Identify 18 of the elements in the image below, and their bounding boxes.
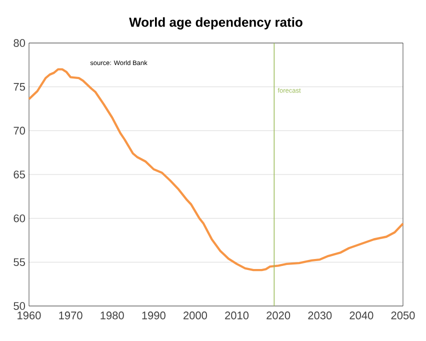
y-tick-label: 50 — [14, 302, 26, 310]
y-tick-label: 75 — [14, 83, 25, 91]
x-tick-label: 2050 — [391, 312, 415, 320]
y-tick-label: 80 — [14, 39, 26, 47]
x-tick-label: 2040 — [350, 312, 374, 320]
x-tick-label: 1960 — [18, 312, 41, 320]
y-tick-label: 55 — [14, 258, 25, 266]
x-tick-label: 1980 — [100, 312, 124, 320]
chart-title: World age dependency ratio — [129, 17, 302, 30]
x-tick-label: 2010 — [225, 312, 249, 320]
y-tick-label: 65 — [14, 170, 25, 178]
x-tick-label: 1970 — [59, 312, 82, 320]
x-tick-label: 1990 — [142, 312, 166, 320]
x-tick-label: 2020 — [266, 312, 290, 320]
y-tick-label: 60 — [14, 214, 26, 222]
x-tick-label: 2030 — [308, 312, 332, 320]
y-tick-label: 70 — [14, 126, 26, 135]
x-tick-label: 2000 — [184, 312, 208, 320]
